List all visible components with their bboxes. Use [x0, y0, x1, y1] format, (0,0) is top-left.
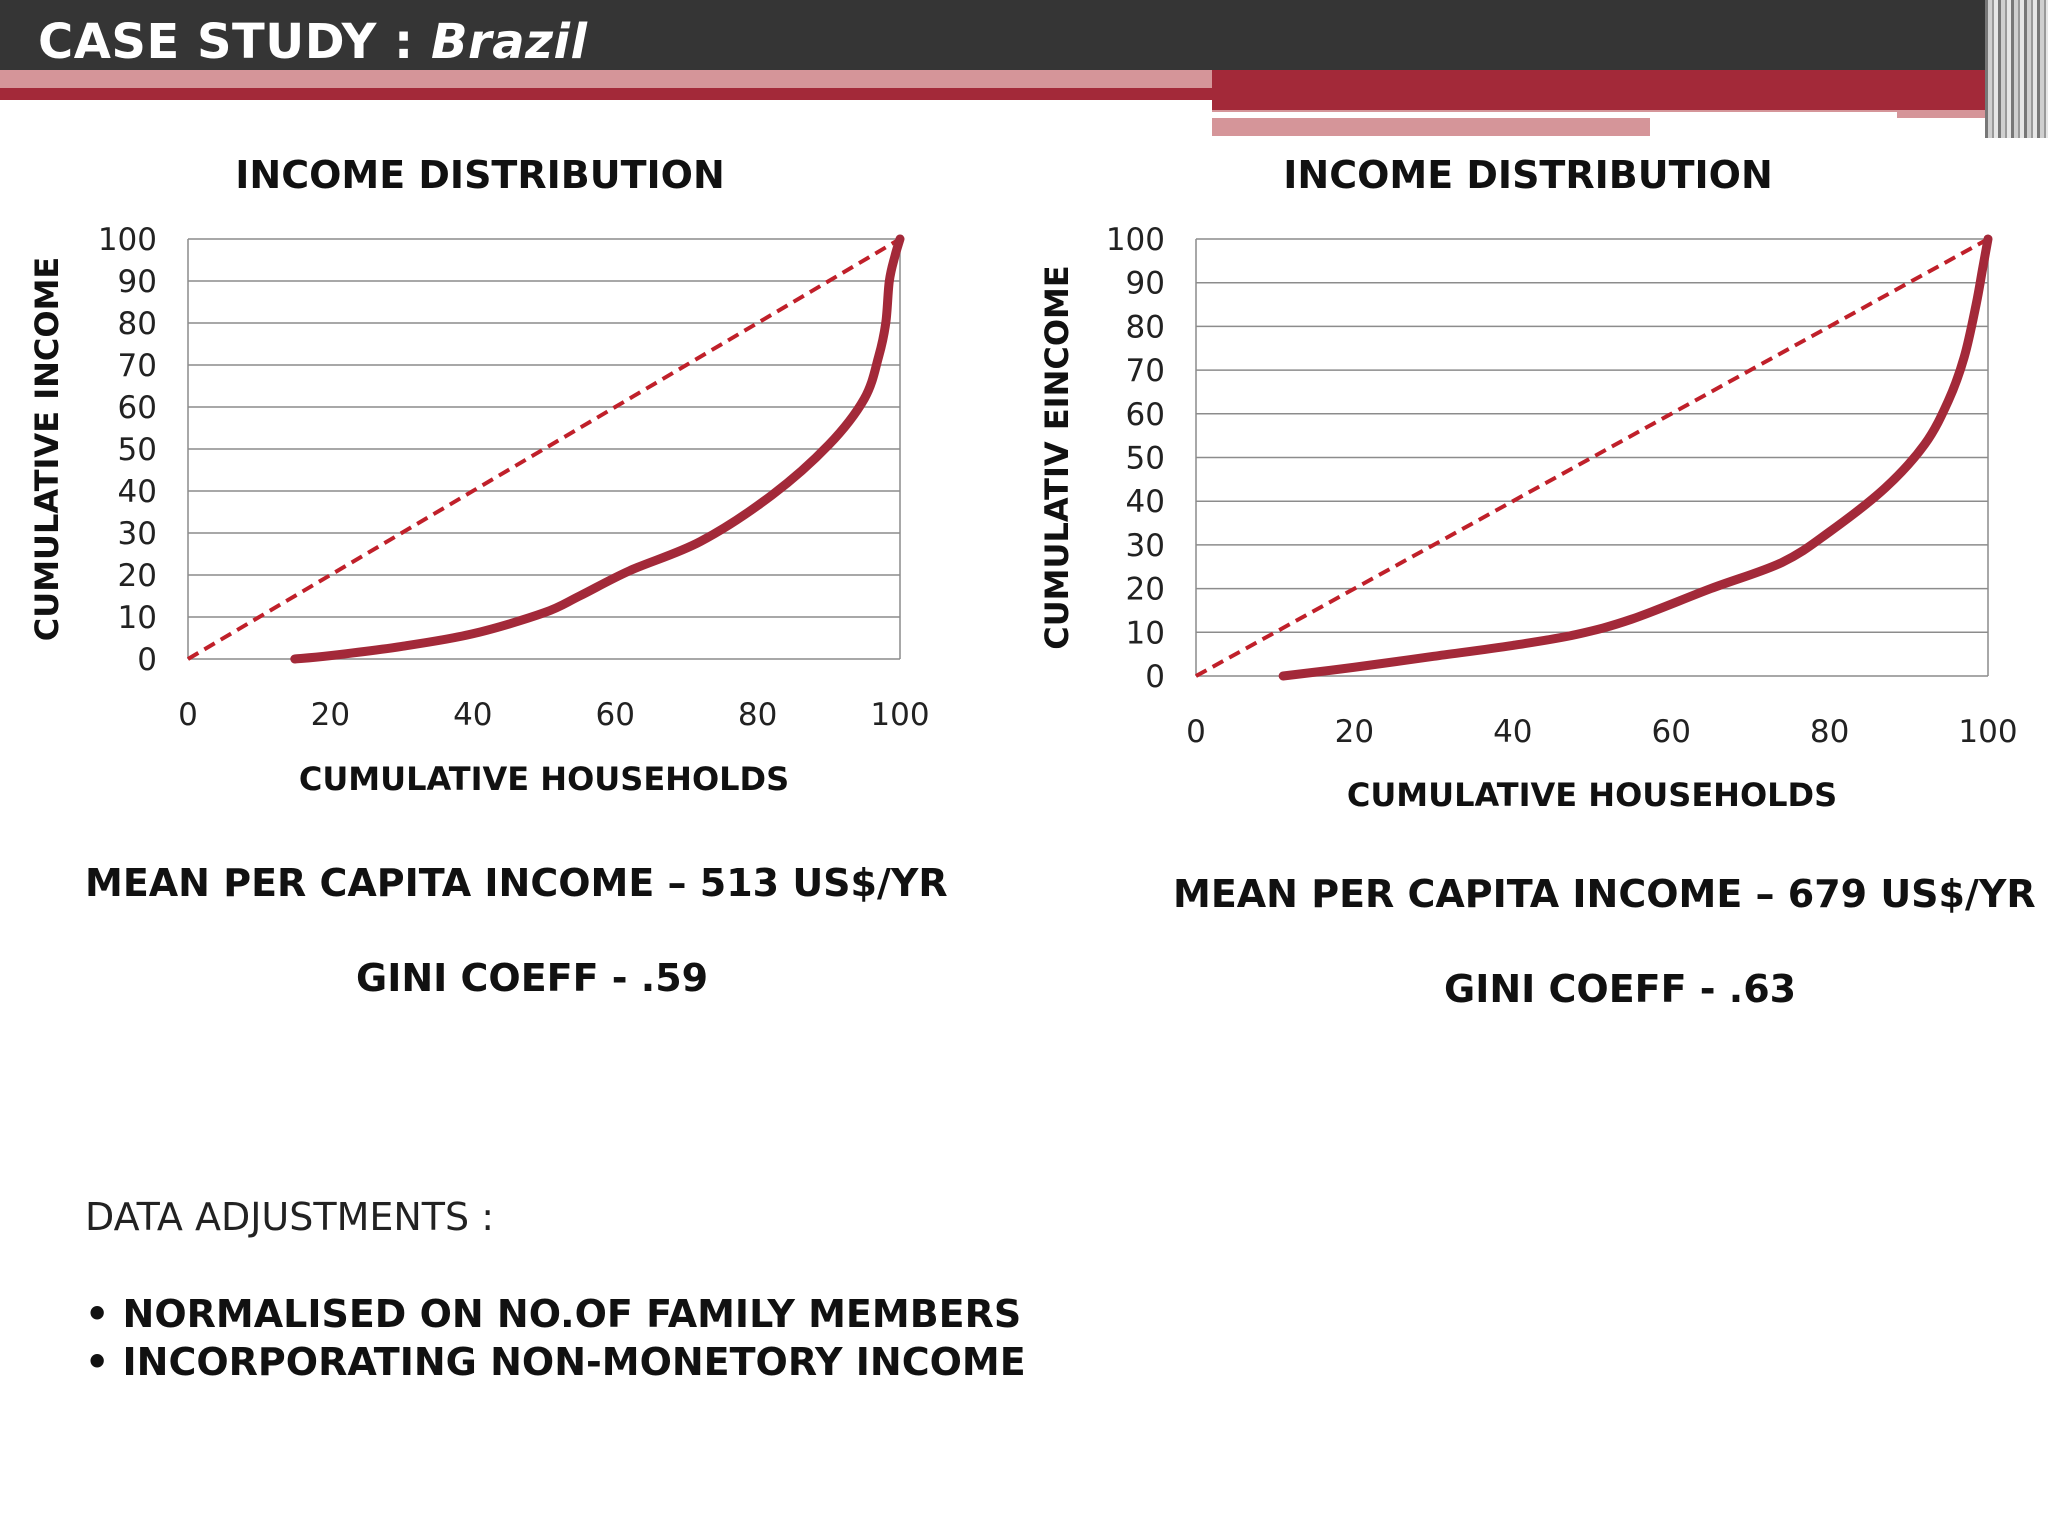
chart2-title: INCOME DISTRIBUTION	[1283, 153, 1773, 197]
chart2-xtick-label: 60	[1651, 714, 1690, 750]
chart2-ytick-label: 40	[1126, 484, 1165, 520]
chart1-xtick-label: 20	[311, 697, 350, 733]
chart2-ytick-label: 10	[1126, 615, 1165, 651]
chart1-y-axis-label: CUMULATIVE INCOME	[28, 257, 66, 642]
chart2-lorenz-curve	[1278, 234, 1993, 681]
chart2-ytick-label: 90	[1126, 266, 1165, 302]
chart2-ytick-label: 80	[1126, 309, 1165, 345]
chart2-y-axis-label: CUMULATIV EINCOME	[1038, 265, 1076, 650]
accent-stripe-block	[1212, 70, 2048, 110]
chart2-ytick-label: 50	[1126, 441, 1165, 477]
chart1-mean-income: MEAN PER CAPITA INCOME – 513 US$/YR	[85, 861, 948, 905]
chart1-ytick-label: 100	[98, 222, 157, 258]
chart2-ytick-label: 20	[1126, 572, 1165, 608]
chart2-mean-income: MEAN PER CAPITA INCOME – 679 US$/YR	[1173, 872, 2036, 916]
chart1-title: INCOME DISTRIBUTION	[235, 153, 725, 197]
chart1-xtick-label: 100	[870, 697, 929, 733]
chart2-xtick-label: 20	[1335, 714, 1374, 750]
accent-stripe-white-line	[1212, 112, 1897, 118]
chart1-x-axis-label: CUMULATIVE HOUSEHOLDS	[299, 760, 789, 798]
chart1-ytick-label: 10	[118, 600, 157, 636]
adjustments-heading: DATA ADJUSTMENTS :	[85, 1195, 495, 1239]
chart1-xtick-label: 80	[738, 697, 777, 733]
chart1-ytick-label: 80	[118, 306, 157, 342]
chart1-lorenz-curve	[290, 234, 905, 664]
corner-lines	[1985, 0, 2048, 138]
adjustment-item: INCORPORATING NON-MONETORY INCOME	[85, 1338, 1026, 1386]
chart2-xtick-label: 100	[1958, 714, 2017, 750]
chart2-ytick-label: 30	[1126, 528, 1165, 564]
chart1-xtick-label: 60	[595, 697, 634, 733]
slide-title: CASE STUDY : Brazil	[38, 12, 587, 72]
chart2-ytick-label: 100	[1106, 222, 1165, 258]
slide-title-prefix: CASE STUDY :	[38, 14, 431, 70]
chart2-ytick-label: 70	[1126, 353, 1165, 389]
slide-title-subject: Brazil	[430, 14, 588, 70]
chart2-gini: GINI COEFF - .63	[1444, 967, 1797, 1011]
adjustment-item: NORMALISED ON NO.OF FAMILY MEMBERS	[85, 1290, 1026, 1338]
accent-stripe-light	[0, 70, 1212, 88]
chart2-xtick-label: 0	[1186, 714, 1206, 750]
adjustments-list: NORMALISED ON NO.OF FAMILY MEMBERS INCOR…	[85, 1290, 1026, 1386]
chart1-ytick-label: 70	[118, 348, 157, 384]
chart1-ytick-label: 40	[118, 474, 157, 510]
chart2-ytick-label: 60	[1126, 397, 1165, 433]
chart1-ytick-label: 0	[137, 642, 157, 678]
chart1-ytick-label: 90	[118, 264, 157, 300]
title-bar	[0, 0, 2048, 70]
chart1-gini: GINI COEFF - .59	[356, 956, 709, 1000]
chart1-ytick-label: 60	[118, 390, 157, 426]
chart1-xtick-label: 40	[453, 697, 492, 733]
chart1-ytick-label: 30	[118, 516, 157, 552]
chart1-equality-line	[186, 237, 902, 661]
chart2-xtick-label: 40	[1493, 714, 1532, 750]
chart1-xtick-label: 0	[178, 697, 198, 733]
chart1-ytick-label: 50	[118, 432, 157, 468]
chart2-x-axis-label: CUMULATIVE HOUSEHOLDS	[1347, 776, 1837, 814]
chart1-ytick-label: 20	[118, 558, 157, 594]
accent-stripe-tail	[1650, 118, 2048, 138]
chart2-xtick-label: 80	[1810, 714, 1849, 750]
chart2-ytick-label: 0	[1145, 659, 1165, 695]
